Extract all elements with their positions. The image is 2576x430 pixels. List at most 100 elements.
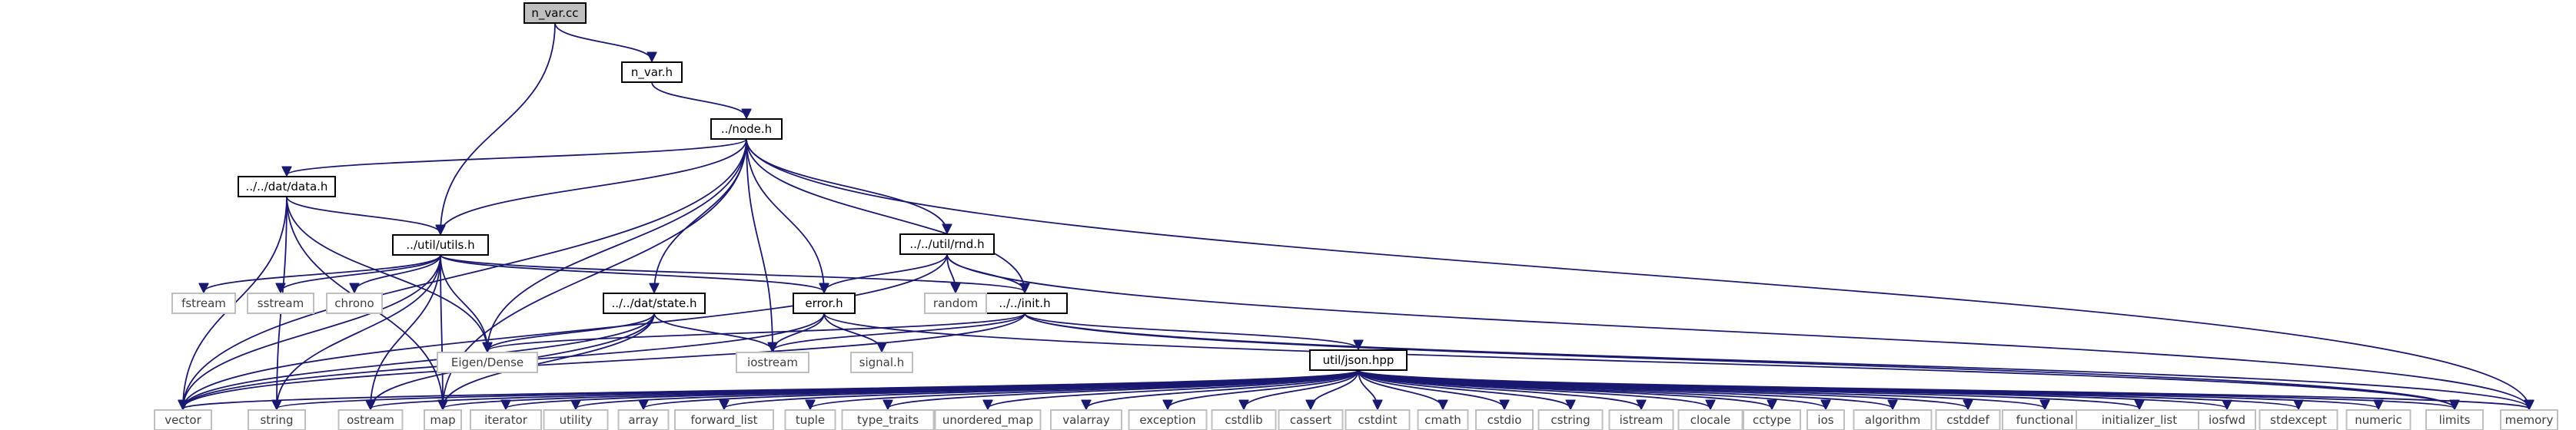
node-initializer_list-box — [2076, 409, 2203, 430]
edge-utils_h-to-string — [277, 254, 441, 408]
node-sstream-box — [247, 293, 314, 314]
node-exception-box — [1128, 409, 1208, 430]
node-iosfwd: iosfwd — [2198, 409, 2256, 430]
node-valarray-box — [1050, 409, 1122, 430]
node-iostream-box — [736, 352, 809, 373]
node-initializer_list-label: initializer_list — [2102, 413, 2177, 428]
edge-node_h-to-memory — [746, 138, 2529, 408]
node-error_h-box — [793, 293, 856, 314]
node-error_h[interactable]: error.h — [793, 293, 856, 314]
node-vector-label: vector — [165, 413, 201, 427]
node-iostream-label: iostream — [747, 356, 798, 369]
node-cstring-label: cstring — [1551, 413, 1590, 427]
node-rnd_h[interactable]: ../../util/rnd.h — [899, 233, 995, 255]
node-cmath-box — [1417, 409, 1469, 430]
nodes-layer: n_var.cc n_var.h ../node.h ../../dat/data.h… — [154, 2, 2558, 430]
node-valarray-label: valarray — [1062, 413, 1110, 427]
node-chrono: chrono — [326, 293, 383, 314]
node-ios-label: ios — [1817, 413, 1833, 427]
node-string-label: string — [260, 413, 293, 427]
node-n_var_h[interactable]: n_var.h — [621, 61, 683, 83]
node-random: random — [924, 293, 987, 314]
node-fstream-label: fstream — [181, 296, 226, 310]
node-cstdio-box — [1475, 409, 1534, 430]
node-rnd_h-box — [899, 233, 995, 255]
edge-utils_h-to-chrono — [354, 254, 441, 292]
node-signal-label: signal.h — [859, 356, 905, 369]
node-forward_list-label: forward_list — [690, 413, 757, 428]
edge-state_h-to-iostream — [653, 313, 773, 351]
edge-json_hpp-to-memory — [1358, 369, 2529, 408]
edge-json_hpp-to-cstdlib — [1244, 369, 1359, 408]
edge-init_h-to-vector — [183, 313, 1025, 408]
edge-json_hpp-to-type_traits — [888, 369, 1359, 408]
node-chrono-label: chrono — [334, 296, 374, 310]
node-signal-box — [850, 352, 913, 373]
node-type_traits-label: type_traits — [857, 413, 919, 428]
node-data_h[interactable]: ../../dat/data.h — [238, 176, 336, 197]
node-exception-label: exception — [1139, 413, 1195, 427]
edge-rnd_h-to-memory — [946, 253, 2529, 408]
edge-node_h-to-init_h — [746, 138, 1025, 292]
node-cstdint-label: cstdint — [1358, 413, 1397, 427]
node-istream-box — [1608, 409, 1674, 430]
node-n_var_cc-label: n_var.cc — [531, 6, 578, 21]
node-init_h[interactable]: ../../init.h — [982, 293, 1068, 314]
node-state_h[interactable]: ../../dat/state.h — [603, 293, 706, 314]
edge-node_h-to-eigen — [487, 138, 747, 351]
node-ostream-box — [337, 409, 404, 430]
node-clocale-box — [1677, 409, 1743, 430]
node-vector-box — [154, 409, 212, 430]
node-limits: limits — [2425, 409, 2484, 430]
edge-init_h-to-iostream — [773, 313, 1025, 351]
node-ios: ios — [1807, 409, 1845, 430]
node-node_h[interactable]: ../node.h — [710, 118, 783, 140]
node-tuple-label: tuple — [796, 413, 825, 427]
node-unordered_map-box — [934, 409, 1042, 430]
edge-utils_h-to-vector — [183, 254, 441, 408]
edge-json_hpp-to-exception — [1168, 369, 1359, 408]
node-utility-box — [543, 409, 609, 430]
edge-init_h-to-eigen — [487, 313, 1025, 351]
edge-json_hpp-to-utility — [576, 369, 1359, 408]
node-utility: utility — [543, 409, 609, 430]
node-cassert: cassert — [1278, 409, 1344, 430]
edge-utils_h-to-init_h — [440, 254, 1025, 292]
edge-error_h-to-limits — [823, 313, 2455, 408]
edge-json_hpp-to-cstdint — [1358, 369, 1378, 408]
node-stdexcept: stdexcept — [2259, 409, 2338, 430]
node-cstdio-label: cstdio — [1487, 413, 1522, 427]
edge-utils_h-to-sstream — [281, 254, 441, 292]
edge-utils_h-to-fstream — [204, 254, 441, 292]
edge-n_var_cc-to-n_var_h — [554, 22, 652, 61]
edge-node_h-to-vector — [183, 138, 747, 408]
node-cctype-box — [1743, 409, 1801, 430]
node-signal: signal.h — [850, 352, 913, 373]
node-numeric-label: numeric — [2355, 413, 2401, 427]
node-array-label: array — [628, 413, 658, 427]
node-data_h-label: ../../dat/data.h — [246, 180, 328, 194]
node-cstdio: cstdio — [1475, 409, 1534, 430]
edge-init_h-to-json_hpp — [1024, 313, 1358, 349]
node-array: array — [617, 409, 670, 430]
node-memory: memory — [2500, 409, 2558, 430]
node-functional-label: functional — [2016, 413, 2074, 427]
node-utils_h-label: ../util/utils.h — [406, 238, 474, 252]
node-stdexcept-label: stdexcept — [2270, 413, 2327, 427]
node-algorithm-box — [1853, 409, 1933, 430]
node-sstream-label: sstream — [258, 296, 304, 310]
node-istream-label: istream — [1620, 413, 1664, 427]
node-cstddef-box — [1935, 409, 2001, 430]
edge-json_hpp-to-istream — [1358, 369, 1641, 408]
node-stdexcept-box — [2259, 409, 2338, 430]
node-utils_h[interactable]: ../util/utils.h — [392, 234, 489, 256]
node-json_hpp[interactable]: util/json.hpp — [1309, 349, 1408, 371]
node-n_var_cc-box — [524, 2, 587, 24]
node-rnd_h-label: ../../util/rnd.h — [909, 237, 984, 251]
node-node_h-label: ../node.h — [721, 122, 772, 136]
node-n_var_cc[interactable]: n_var.cc — [524, 2, 587, 24]
node-forward_list: forward_list — [674, 409, 774, 430]
node-cstring-box — [1537, 409, 1604, 430]
edge-json_hpp-to-cstring — [1358, 369, 1571, 408]
edge-state_h-to-map — [443, 313, 655, 408]
